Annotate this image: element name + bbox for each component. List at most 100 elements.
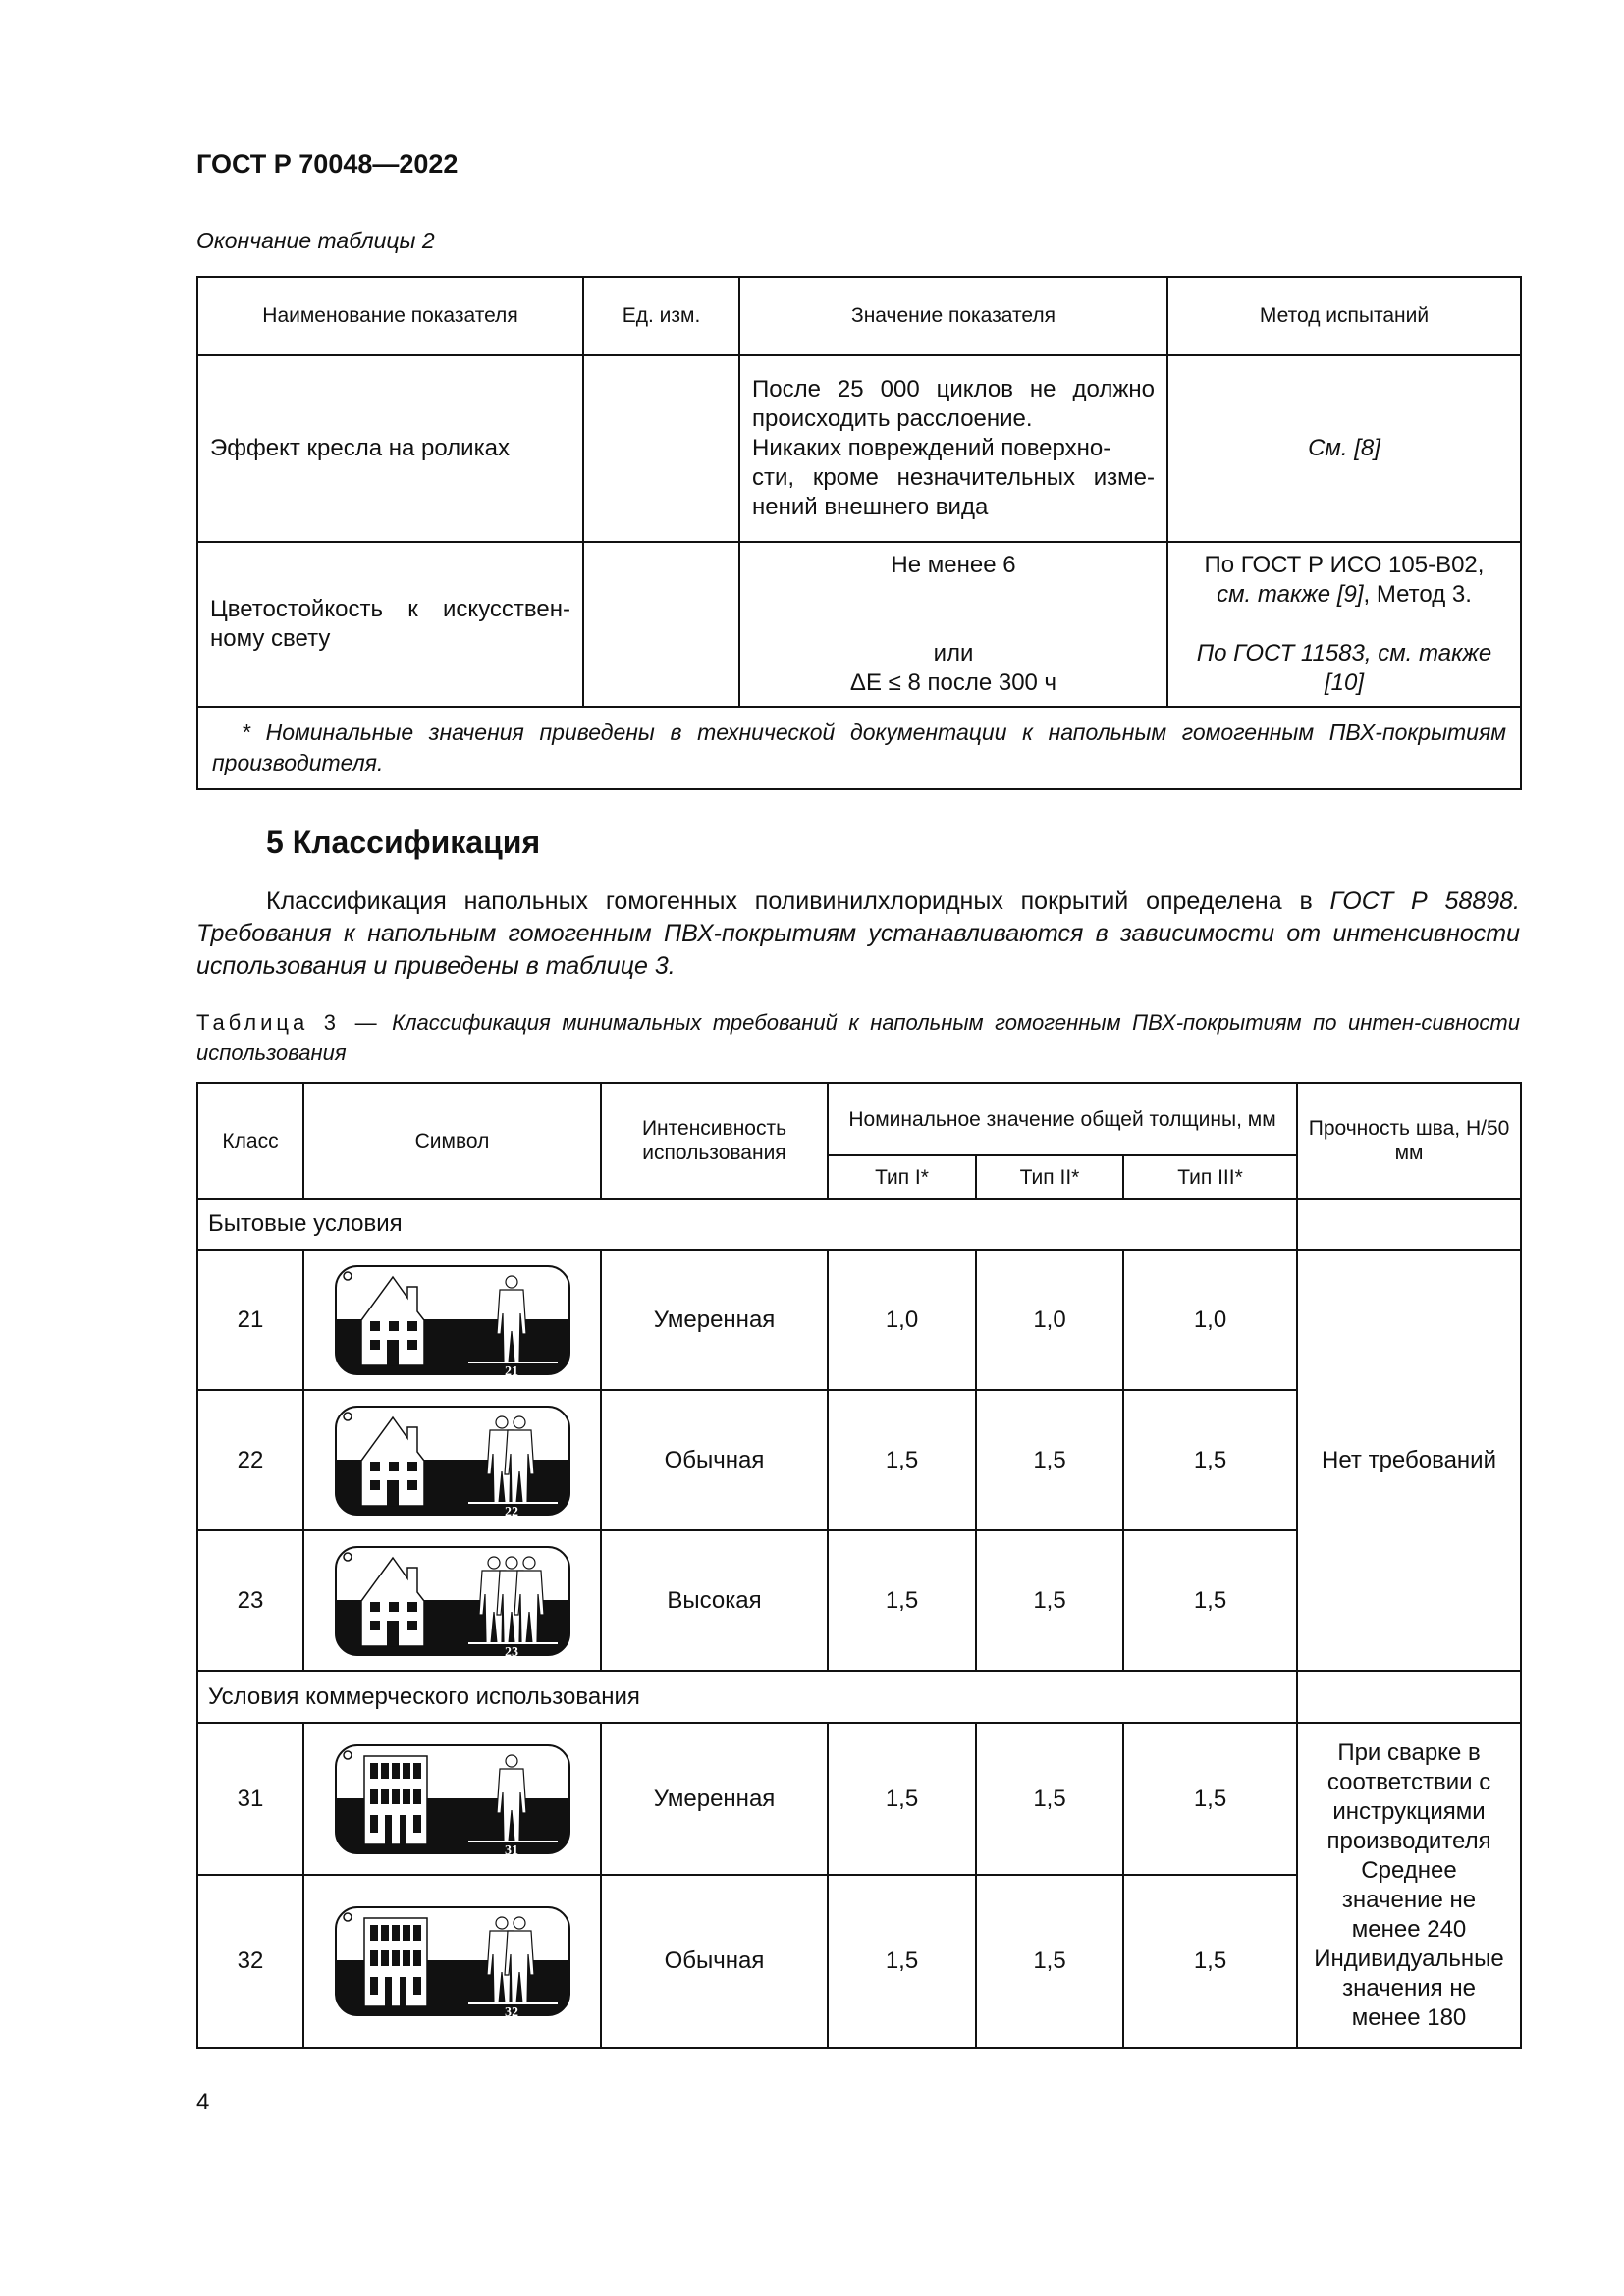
paragraph-text: Классификация напольных гомогенных полив… [266,887,1330,915]
thickness-type2-cell: 1,0 [975,1249,1124,1391]
table-row: 32 32 Обычная 1,5 1,5 1,5 [196,1874,1521,2049]
class-cell: 23 [196,1529,304,1672]
table-row: 23 23 Высокая 1,5 1,5 1,5 [196,1529,1521,1672]
thickness-type3-cell: 1,5 [1121,1529,1299,1672]
house-one-person-icon: 21 [302,1249,602,1391]
class-cell: 31 [196,1722,304,1876]
value-line: Не менее 6 [891,552,1016,578]
table-continuation-label: Окончание таблицы 2 [196,228,435,253]
class-cell: 32 [196,1874,304,2049]
table-header-row: Класс Символ Интенсивность использования… [196,1082,1523,1200]
building-one-person-icon: 31 [302,1722,602,1876]
seam-strength-line: менее 180 [1351,2003,1467,2031]
column-header: Ед. изм. [582,276,740,356]
group-row: Бытовые условия [195,1198,1523,1251]
column-header: Номинальное значение общей толщины, мм [826,1082,1299,1156]
thickness-type1-cell: 1,5 [827,1874,977,2049]
column-header: Интенсивность использования [600,1082,829,1200]
thickness-type2-cell: 1,5 [975,1389,1124,1531]
seam-strength-line: Индивидуальные [1314,1945,1504,1972]
table-row: 21 21 Умеренная 1,0 1,0 1,0 Нет требований [196,1249,1523,1672]
name-line: ному свету [210,625,331,652]
seam-strength-line: значение не [1341,1886,1477,1913]
seam-strength-line: соответствии с [1326,1768,1491,1795]
column-header: Метод испытаний [1166,276,1522,356]
value-line: или [933,640,974,667]
group-row: Условия коммерческого использования [195,1670,1523,1724]
thickness-type3-cell: 1,5 [1121,1389,1299,1531]
table-row: Эффект кресла на роликах После 25 000 ци… [196,354,1522,543]
method-line: По ГОСТ 11583, см. также [1196,640,1492,667]
thickness-type1-cell: 1,5 [827,1529,977,1672]
paragraph-text-italic: ГОСТ Р 58898. Требования к напольным гом… [196,887,1520,980]
seam-strength-line: инструкциями [1332,1797,1486,1825]
name-line: Цветостойкость к искусствен- [210,596,570,622]
thickness-type2-cell: 1,5 [975,1874,1124,2049]
thickness-type3-cell: 1,5 [1121,1874,1299,2049]
column-header: Наименование показателя [196,276,584,356]
icon-class-number: 31 [505,1843,518,1855]
thickness-type2-cell: 1,5 [975,1722,1124,1876]
unit-cell [582,541,740,708]
column-header: Символ [302,1082,602,1200]
thickness-type1-cell: 1,5 [827,1389,977,1531]
thickness-type3-cell: 1,5 [1121,1722,1299,1876]
seam-strength-line: При сварке в [1337,1738,1481,1766]
table-header-row: Наименование показателя Ед. изм. Значени… [196,276,1522,356]
table-3: Класс Символ Интенсивность использования… [195,1082,1523,2049]
intensity-cell: Высокая [600,1529,829,1672]
table-caption: Таблица 3 — Классификация минимальных тр… [196,1007,1520,1068]
column-header: Прочность шва, Н/50 мм [1296,1082,1523,1200]
icon-class-number: 32 [505,2005,518,2017]
column-header: Тип II* [975,1154,1124,1200]
indicator-name: Эффект кресла на роликах [196,354,584,543]
section-paragraph: Классификация напольных гомогенных полив… [196,885,1520,983]
thickness-type2-cell: 1,5 [975,1529,1124,1672]
intensity-cell: Обычная [600,1874,829,2049]
unit-cell [582,354,740,543]
empty-cell [1296,1670,1523,1724]
intensity-cell: Обычная [600,1389,829,1531]
value-line: После 25 000 циклов не должно [752,376,1155,402]
indicator-value: После 25 000 циклов не должно происходит… [738,354,1168,543]
value-line: Никаких повреждений поверхно- [752,435,1111,461]
column-header: Тип I* [827,1154,977,1200]
table-caption-title: Классификация минимальных требований к н… [196,1010,1520,1065]
table-row: 31 31 Умеренная 1,5 1,5 1,5 При сварке в соотве… [196,1722,1523,2049]
house-three-persons-icon: 23 [302,1529,602,1672]
value-line: сти, кроме незначительных изме- [752,464,1155,491]
table-subheader-row: Тип I* Тип II* Тип III* [197,1154,1521,1200]
thickness-type1-cell: 1,5 [827,1722,977,1876]
section-heading: 5 Классификация [266,825,541,860]
seam-strength-line: производителя [1326,1827,1491,1854]
seam-strength-line: менее 240 [1351,1915,1467,1943]
value-line: происходить расслоение. [752,405,1033,432]
group-label: Условия коммерческого использования [195,1670,1299,1724]
thickness-type3-cell: 1,0 [1121,1249,1299,1391]
icon-class-number: 21 [505,1364,518,1376]
table-footnote: * Номинальные значения приведены в техни… [196,706,1522,790]
intensity-cell: Умеренная [600,1249,829,1391]
seam-strength-line: Среднее [1361,1856,1457,1884]
method-ref: см. также [9] [1217,581,1364,608]
column-header: Значение показателя [738,276,1168,356]
house-two-persons-icon: 22 [302,1389,602,1531]
seam-strength-cell: Нет требований [1296,1249,1523,1672]
method-line: По ГОСТ Р ИСО 105-В02, [1204,552,1485,578]
method-text: , Метод 3. [1363,581,1472,608]
class-cell: 22 [196,1389,304,1531]
thickness-type1-cell: 1,0 [827,1249,977,1391]
seam-strength-line: Нет требований [1322,1446,1496,1473]
indicator-value: Не менее 6 или ΔE ≤ 8 после 300 ч [738,541,1168,708]
icon-class-number: 22 [505,1505,518,1517]
indicator-name: Цветостойкость к искусствен- ному свету [196,541,584,708]
page-number: 4 [196,2089,210,2115]
value-line: нений внешнего вида [752,494,989,520]
seam-strength-line: значения не [1342,1974,1476,2002]
test-method: См. [8] [1166,354,1522,543]
table-caption-label: Таблица 3 — [196,1010,381,1035]
footnote-row: * Номинальные значения приведены в техни… [196,706,1522,790]
document-id: ГОСТ Р 70048—2022 [196,149,459,179]
value-line: ΔE ≤ 8 после 300 ч [849,669,1057,696]
table-row: 22 22 Обычная 1,5 1,5 1,5 [196,1389,1521,1531]
